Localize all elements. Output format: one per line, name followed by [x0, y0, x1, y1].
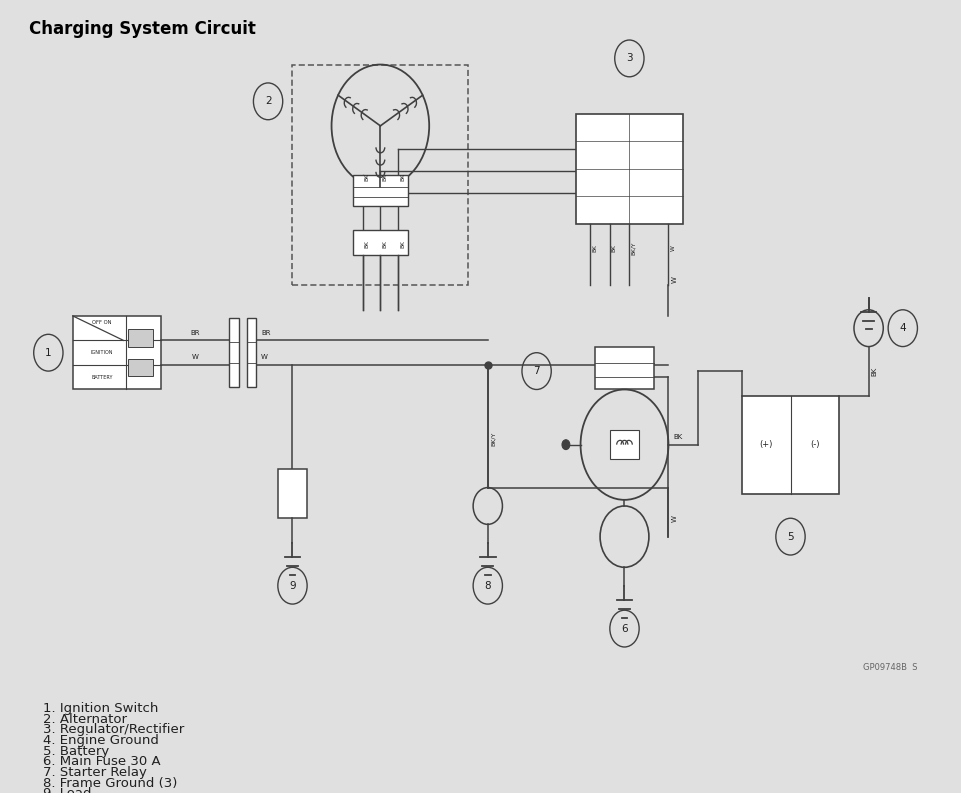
- Text: BK: BK: [592, 244, 598, 252]
- FancyBboxPatch shape: [353, 230, 407, 255]
- FancyBboxPatch shape: [353, 175, 407, 205]
- FancyBboxPatch shape: [229, 318, 238, 387]
- Text: 7. Starter Relay: 7. Starter Relay: [43, 766, 147, 779]
- Text: GP09748B  S: GP09748B S: [863, 662, 918, 672]
- FancyBboxPatch shape: [278, 469, 308, 519]
- Text: W: W: [671, 246, 676, 251]
- Text: BK: BK: [872, 366, 877, 376]
- Text: W: W: [261, 354, 268, 360]
- Text: 5: 5: [787, 531, 794, 542]
- FancyBboxPatch shape: [129, 358, 153, 376]
- Text: BK: BK: [674, 434, 682, 440]
- Text: 3. Regulator/Rectifier: 3. Regulator/Rectifier: [43, 723, 185, 736]
- FancyBboxPatch shape: [129, 329, 153, 347]
- Text: 6. Main Fuse 30 A: 6. Main Fuse 30 A: [43, 755, 160, 768]
- Text: BK: BK: [365, 240, 370, 248]
- Text: 3: 3: [626, 53, 632, 63]
- Text: BK/Y: BK/Y: [491, 431, 496, 446]
- Text: OFF ON: OFF ON: [92, 320, 111, 324]
- Text: BK: BK: [400, 240, 405, 248]
- Text: BR: BR: [261, 330, 271, 335]
- Text: BK/Y: BK/Y: [631, 242, 636, 255]
- Text: 9: 9: [289, 580, 296, 591]
- Text: IGNITION: IGNITION: [91, 351, 113, 355]
- Text: 9. Load: 9. Load: [43, 787, 91, 793]
- Circle shape: [562, 440, 570, 450]
- Text: BK: BK: [612, 244, 617, 252]
- FancyBboxPatch shape: [576, 113, 683, 224]
- Text: BATTERY: BATTERY: [91, 375, 112, 380]
- Text: 8. Frame Ground (3): 8. Frame Ground (3): [43, 777, 178, 790]
- Text: BR: BR: [190, 330, 200, 335]
- FancyBboxPatch shape: [742, 396, 839, 494]
- Text: 6: 6: [621, 623, 628, 634]
- Text: (+): (+): [759, 440, 773, 449]
- Text: W: W: [672, 276, 678, 282]
- Text: 1: 1: [45, 347, 52, 358]
- Text: W: W: [191, 354, 198, 360]
- FancyBboxPatch shape: [73, 316, 160, 389]
- Text: 1. Ignition Switch: 1. Ignition Switch: [43, 702, 159, 714]
- Text: 4: 4: [899, 324, 906, 333]
- Text: (-): (-): [810, 440, 820, 449]
- Text: BK: BK: [382, 173, 387, 181]
- FancyBboxPatch shape: [595, 347, 653, 389]
- FancyBboxPatch shape: [247, 318, 257, 387]
- Text: BK: BK: [400, 173, 405, 181]
- Text: BK: BK: [365, 173, 370, 181]
- Text: BK: BK: [382, 240, 387, 248]
- Text: 8: 8: [484, 580, 491, 591]
- Text: W: W: [672, 515, 678, 522]
- Text: 2. Alternator: 2. Alternator: [43, 712, 127, 726]
- FancyBboxPatch shape: [610, 430, 639, 459]
- Text: 4. Engine Ground: 4. Engine Ground: [43, 734, 160, 747]
- Text: 7: 7: [533, 366, 540, 376]
- Text: 5. Battery: 5. Battery: [43, 745, 110, 757]
- Text: Charging System Circuit: Charging System Circuit: [29, 20, 256, 38]
- Text: 2: 2: [265, 96, 271, 106]
